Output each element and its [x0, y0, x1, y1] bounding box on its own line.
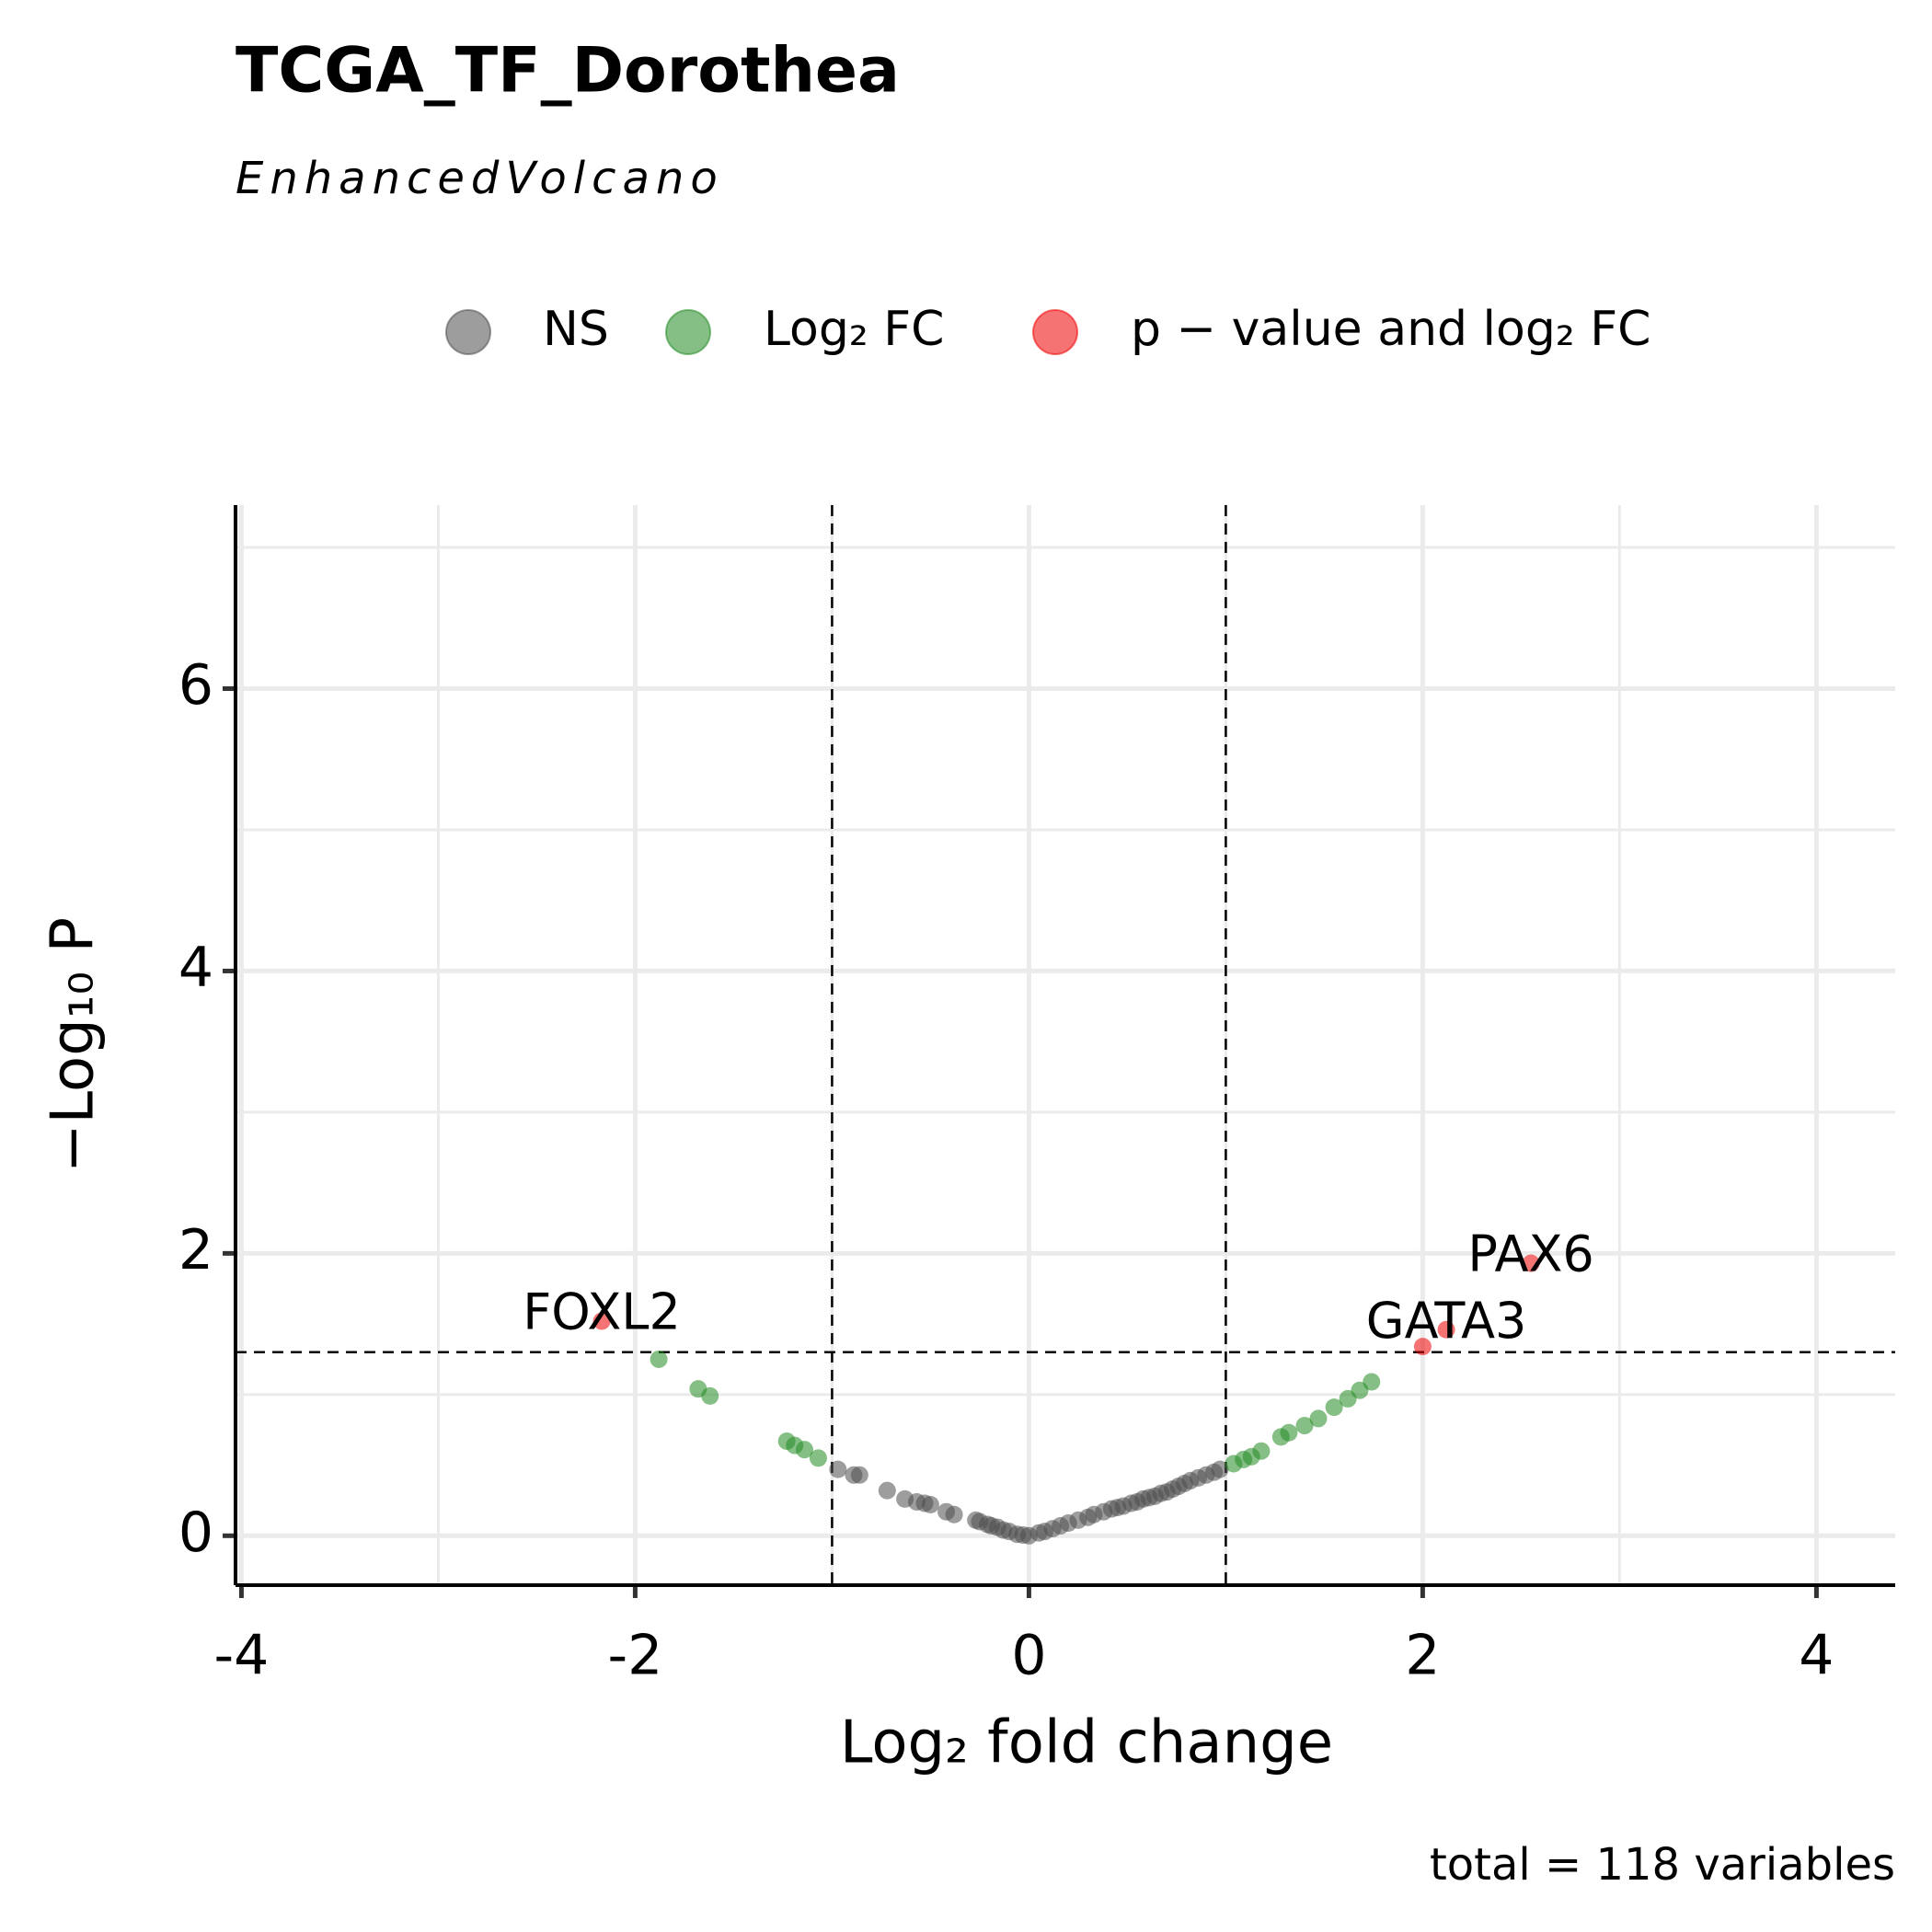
point	[1309, 1409, 1328, 1428]
x-tick-label: 2	[1405, 1624, 1440, 1688]
chart-title: TCGA_TF_Dorothea	[236, 35, 900, 108]
point-label: FOXL2	[523, 1283, 681, 1341]
point	[1437, 1320, 1455, 1339]
legend-label: Log₂ FC	[764, 302, 944, 357]
y-tick-label: 2	[178, 1218, 213, 1282]
y-tick-label: 4	[178, 936, 213, 1000]
chart-subtitle: EnhancedVolcano	[236, 153, 724, 204]
x-tick-label: 4	[1799, 1624, 1834, 1688]
y-axis-title: −Log₁₀ P	[40, 917, 108, 1173]
point	[1522, 1254, 1540, 1272]
point-label: GATA3	[1366, 1292, 1527, 1350]
point	[1280, 1423, 1298, 1442]
legend-label: NS	[543, 302, 609, 357]
point	[945, 1505, 963, 1524]
point-label: PAX6	[1467, 1225, 1593, 1283]
point	[1325, 1398, 1343, 1417]
point	[850, 1466, 868, 1484]
point	[921, 1496, 939, 1514]
point	[1252, 1442, 1271, 1460]
legend-label: p − value and log₂ FC	[1131, 302, 1650, 357]
legend-marker	[445, 309, 491, 355]
point	[1413, 1338, 1432, 1356]
x-tick-label: -4	[214, 1624, 270, 1688]
point	[1211, 1460, 1229, 1478]
legend-marker	[665, 309, 711, 355]
x-axis-title: Log₂ fold change	[840, 1709, 1333, 1777]
legend-marker	[1032, 309, 1078, 355]
point	[592, 1312, 611, 1330]
point	[809, 1449, 827, 1467]
point	[1363, 1373, 1381, 1391]
point	[829, 1460, 847, 1478]
point	[1295, 1417, 1314, 1435]
caption: total = 118 variables	[1430, 1839, 1895, 1891]
point	[795, 1441, 813, 1459]
y-tick-label: 0	[178, 1501, 213, 1565]
x-tick-label: -2	[608, 1624, 663, 1688]
y-tick-label: 6	[178, 653, 213, 718]
point	[701, 1386, 719, 1405]
point	[650, 1350, 668, 1368]
point	[878, 1481, 896, 1500]
x-tick-label: 0	[1011, 1624, 1046, 1688]
